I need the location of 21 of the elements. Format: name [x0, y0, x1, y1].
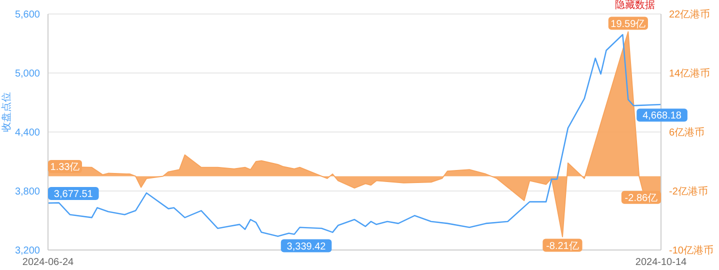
data-label: 3,339.42	[286, 241, 326, 252]
y-axis-title: 收盘点位	[0, 92, 13, 132]
x-tick-label: 2024-06-24	[22, 257, 74, 268]
y-tick-label: 4,400	[14, 128, 40, 139]
data-label: 4,668.18	[642, 110, 682, 122]
data-label: -2.86亿	[624, 192, 658, 204]
data-label: 3,677.51	[54, 189, 94, 200]
data-label: 19.59亿	[610, 18, 646, 30]
y2-tick-label: -10亿港币	[669, 244, 714, 257]
y2-tick-label: 6亿港币	[669, 126, 705, 139]
x-tick-label: 2024-10-14	[635, 257, 688, 268]
y-tick-label: 5,600	[14, 10, 40, 21]
text: 隐藏数据	[615, 0, 655, 12]
y2-tick-label: -2亿港币	[669, 186, 708, 198]
data-label: -8.21亿	[546, 240, 579, 252]
y-tick-label: 3,800	[14, 186, 40, 198]
y-tick-label: 5,000	[14, 68, 40, 80]
y2-tick-label: 22亿港币	[669, 8, 710, 21]
data-label: 1.33亿	[50, 162, 80, 173]
y-tick-label: 3,200	[14, 246, 40, 257]
y2-tick-label: 14亿港币	[669, 68, 710, 80]
